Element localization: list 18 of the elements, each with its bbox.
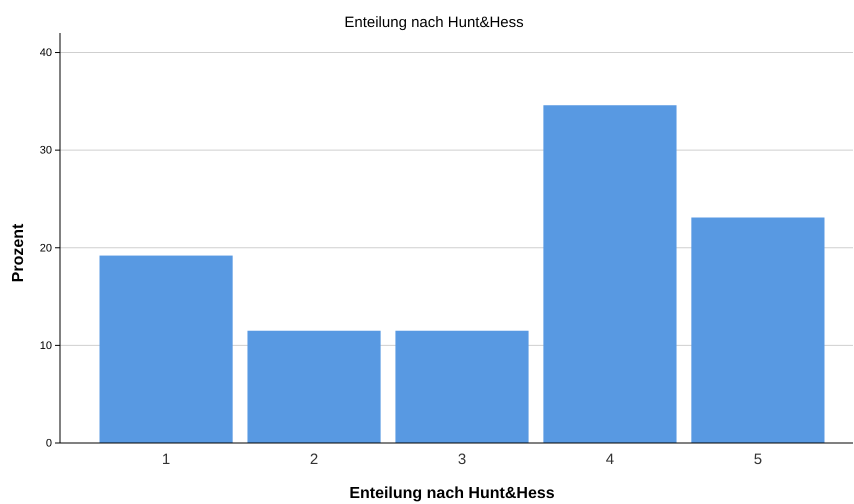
bar [100,256,233,443]
bar [395,330,529,443]
y-tick-label: 30 [40,144,52,157]
x-tick-label: 2 [310,451,318,468]
y-tick-label: 20 [40,242,52,254]
bar [247,330,381,443]
bar [691,218,824,443]
y-tick-label: 40 [40,47,52,60]
x-tick-label: 1 [162,451,170,468]
bar [543,105,677,443]
y-tick-label: 10 [40,340,52,352]
x-tick-label: 3 [458,451,466,468]
y-tick-label: 0 [46,438,52,450]
y-axis-title: Prozent [10,222,27,282]
x-tick-label: 5 [754,451,762,468]
chart-title: Enteilung nach Hunt&Hess [344,14,524,31]
x-axis-title: Enteilung nach Hunt&Hess [349,485,555,502]
x-tick-label: 4 [606,451,614,468]
